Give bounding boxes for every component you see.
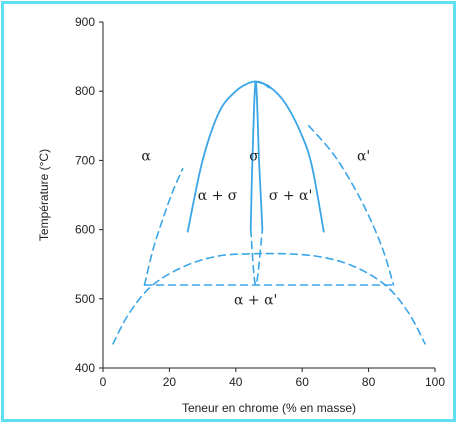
phase-label: α + σ: [198, 188, 238, 204]
axes: [102, 22, 435, 369]
region-labels: α σ α' α + σ σ + α' α + α': [141, 148, 370, 308]
y-tick-label: 500: [75, 292, 95, 306]
y-tick-label: 800: [75, 84, 95, 98]
solid-boundary-3: [258, 159, 264, 231]
ticks: 0 20 40 60 80 100 400 500 600 700 800 900: [75, 15, 445, 389]
y-tick-label: 900: [75, 15, 95, 29]
x-tick-label: 40: [229, 375, 243, 389]
dashed-boundary-4: [249, 228, 264, 286]
x-tick-label: 20: [163, 375, 177, 389]
solid-boundary-1: [254, 80, 325, 233]
phase-label: σ: [249, 148, 259, 164]
phase-label: σ + α': [269, 188, 313, 204]
figure-frame: [1, 1, 456, 422]
x-tick-label: 60: [296, 375, 310, 389]
y-tick-label: 400: [75, 361, 95, 375]
x-axis-title: Teneur en chrome (% en masse): [182, 401, 356, 415]
x-tick-label: 0: [100, 375, 107, 389]
dashed-boundary-5: [112, 252, 426, 345]
solid-boundary-2: [249, 80, 260, 231]
dashed-boundary-7: [143, 167, 184, 286]
phase-label: α: [141, 148, 151, 164]
x-tick-label: 80: [362, 375, 376, 389]
dashed-boundary-8: [308, 125, 395, 286]
y-tick-label: 700: [75, 153, 95, 167]
y-tick-label: 600: [75, 223, 95, 237]
phase-label: α + α': [234, 292, 277, 308]
phase-label: α': [357, 148, 370, 164]
y-axis-title: Température (°C): [37, 149, 51, 241]
x-tick-label: 100: [425, 375, 445, 389]
phase-boundaries: [112, 80, 426, 345]
